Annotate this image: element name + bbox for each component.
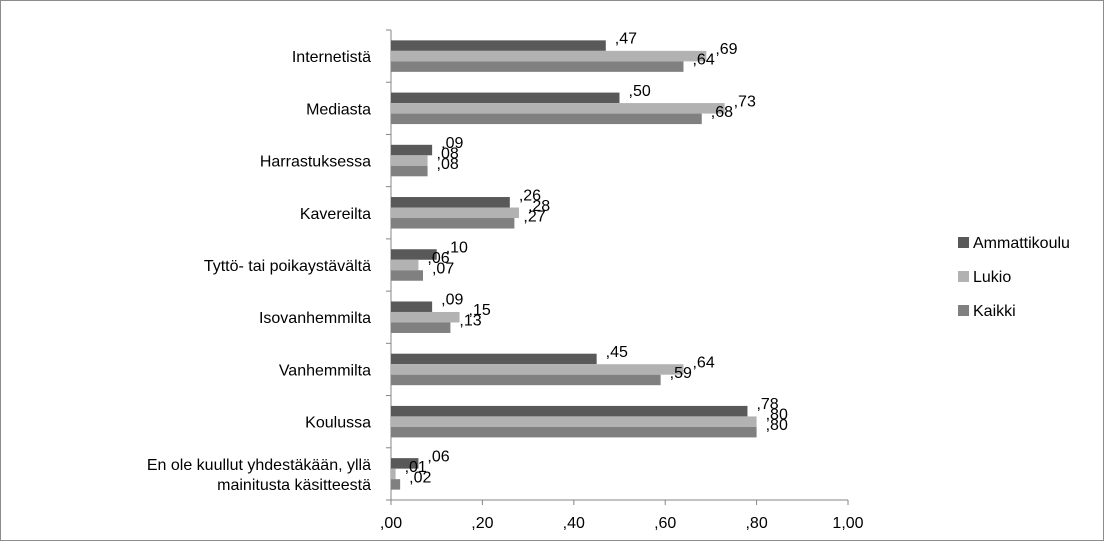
data-label: ,07 [432,261,454,278]
category-label: Internetistä [292,49,371,66]
category-label: Harrastuksessa [260,154,371,171]
data-label: ,80 [766,417,788,434]
data-label: ,06 [427,448,449,465]
bar-ammattikoulu [391,197,510,208]
bar-ammattikoulu [391,249,437,260]
category-label: Koulussa [305,415,371,432]
x-tick-label: ,20 [471,515,493,532]
data-label: ,01 [405,459,427,476]
data-label: ,02 [409,469,431,486]
data-label: ,50 [629,83,651,100]
bar-ammattikoulu [391,458,419,469]
data-label: ,06 [427,250,449,267]
data-label: ,73 [734,93,756,110]
data-label: ,45 [606,344,628,361]
x-tick-label: ,60 [654,515,676,532]
legend-label: Ammattikoulu [973,235,1070,252]
legend-label: Kaikki [973,303,1016,320]
bar-kaikki [391,270,423,281]
bar-kaikki [391,218,515,229]
data-label: ,80 [766,407,788,424]
legend-swatch-lukio [958,271,969,282]
data-label: ,13 [459,313,481,330]
data-label: ,08 [437,146,459,163]
category-label: En ole kuullut yhdestäkään, yllä [147,457,371,474]
bar-kaikki [391,426,757,438]
legend-swatch-ammattikoulu [958,237,969,248]
category-label: Tyttö- tai poikaystävältä [204,258,371,275]
bar-lukio [391,468,396,480]
category-label: Vanhemmilta [279,362,371,379]
bar-ammattikoulu [391,405,748,417]
x-tick-label: ,00 [380,515,402,532]
data-label: ,10 [446,240,468,257]
bar-lukio [391,155,428,166]
category-label: Kavereilta [300,206,371,223]
bar-lukio [391,364,684,375]
bar-ammattikoulu [391,92,620,104]
bar-kaikki [391,374,661,386]
x-tick-label: ,40 [563,515,585,532]
legend-swatch-kaikki [958,305,969,316]
bar-lukio [391,416,757,427]
data-label: ,68 [711,104,733,121]
data-label: ,09 [441,135,463,152]
bar-lukio [391,259,419,271]
data-label: ,64 [692,354,714,371]
bar-kaikki [391,322,451,333]
bar-kaikki [391,113,702,125]
data-label: ,28 [528,198,550,215]
data-label: ,08 [437,156,459,173]
data-label: ,78 [756,396,778,413]
bar-kaikki [391,61,684,72]
bar-ammattikoulu [391,40,606,51]
bar-kaikki [391,479,401,490]
x-tick-label: ,80 [745,515,767,532]
bar-lukio [391,311,460,323]
category-label: Mediasta [306,101,371,118]
data-label: ,27 [523,208,545,225]
legend-label: Lukio [973,269,1011,286]
bar-lukio [391,50,707,62]
x-tick-label: 1,00 [832,515,863,532]
data-label: ,47 [615,31,637,48]
data-label: ,26 [519,187,541,204]
data-label: ,15 [469,302,491,319]
data-label: ,64 [692,52,714,69]
bar-lukio [391,207,519,219]
data-label: ,09 [441,292,463,309]
bar-kaikki [391,165,428,177]
bar-ammattikoulu [391,144,433,156]
category-label: mainitusta käsitteestä [217,477,371,494]
bar-ammattikoulu [391,301,433,312]
data-label: ,59 [670,365,692,382]
bar-ammattikoulu [391,353,597,365]
data-label: ,69 [715,41,737,58]
category-label: Isovanhemmilta [259,310,371,327]
bar-lukio [391,103,725,114]
